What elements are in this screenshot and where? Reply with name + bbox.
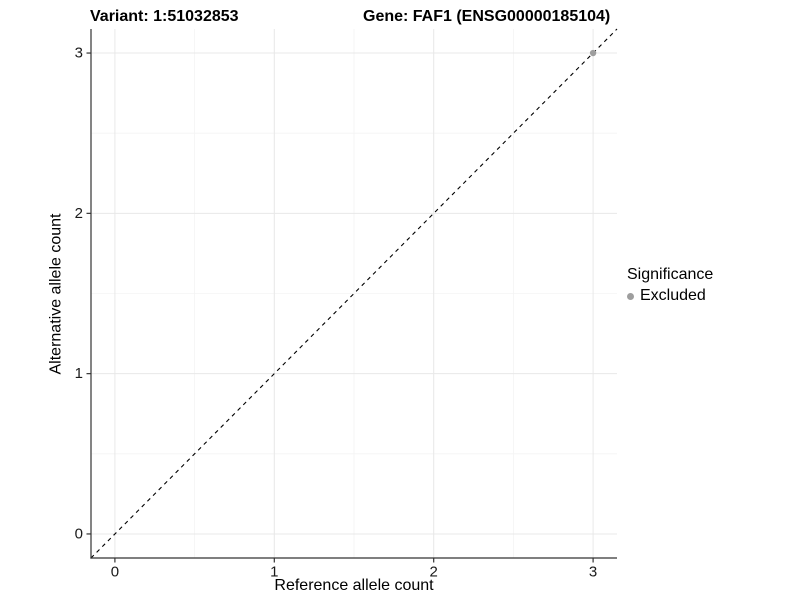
x-tick-label: 3 <box>589 563 597 580</box>
y-tick-label: 2 <box>75 205 83 222</box>
legend: Significance Excluded <box>627 266 713 305</box>
legend-title: Significance <box>627 266 714 283</box>
gene-title: Gene: FAF1 (ENSG00000185104) <box>363 8 611 25</box>
data-point-excluded <box>589 49 597 57</box>
y-tick-label: 0 <box>75 525 83 542</box>
x-tick-label: 0 <box>111 563 119 580</box>
y-axis-label: Alternative allele count <box>47 213 65 375</box>
y-tick-label: 1 <box>75 365 83 382</box>
legend-item-label: Excluded <box>640 287 706 304</box>
y-tick-label: 3 <box>75 45 83 62</box>
legend-item-excluded: Excluded <box>627 287 713 305</box>
x-tick-label: 1 <box>270 563 278 580</box>
x-axis-label: Reference allele count <box>274 577 434 594</box>
variant-title: Variant: 1:51032853 <box>90 8 239 25</box>
excluded-point-icon <box>627 292 634 300</box>
x-tick-label: 2 <box>430 563 438 580</box>
